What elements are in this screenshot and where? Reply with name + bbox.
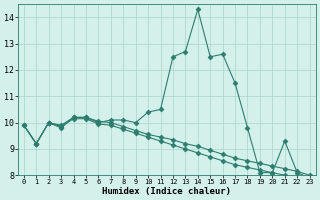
X-axis label: Humidex (Indice chaleur): Humidex (Indice chaleur)	[102, 187, 231, 196]
